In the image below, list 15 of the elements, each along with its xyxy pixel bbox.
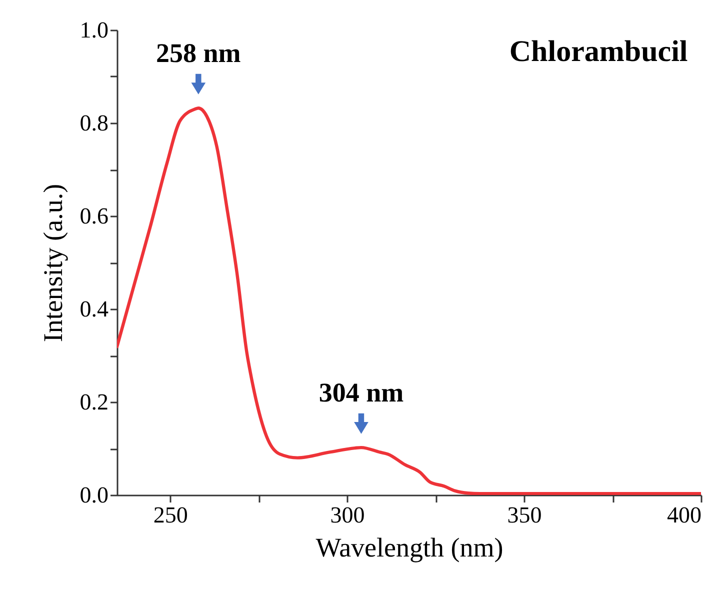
x-axis-title: Wavelength (nm) bbox=[316, 532, 504, 562]
chart-title: Chlorambucil bbox=[509, 35, 688, 68]
y-tick-label: 0.6 bbox=[80, 204, 108, 228]
y-tick-label: 0.4 bbox=[80, 296, 109, 322]
y-tick-label: 0.0 bbox=[80, 482, 108, 508]
x-tick-label: 250 bbox=[153, 502, 188, 528]
x-tick-label: 300 bbox=[330, 502, 365, 528]
x-tick-label: 350 bbox=[507, 502, 542, 528]
y-tick-label: 0.2 bbox=[80, 390, 108, 414]
y-tick-label: 0.8 bbox=[80, 110, 108, 136]
x-tick-label: 400 bbox=[667, 502, 702, 528]
annotation: 304 nm bbox=[318, 378, 404, 408]
y-tick-label: 1.0 bbox=[80, 18, 108, 42]
y-axis-title: Intensity (a.u.) bbox=[38, 184, 68, 342]
annotation: 258 nm bbox=[156, 38, 242, 68]
